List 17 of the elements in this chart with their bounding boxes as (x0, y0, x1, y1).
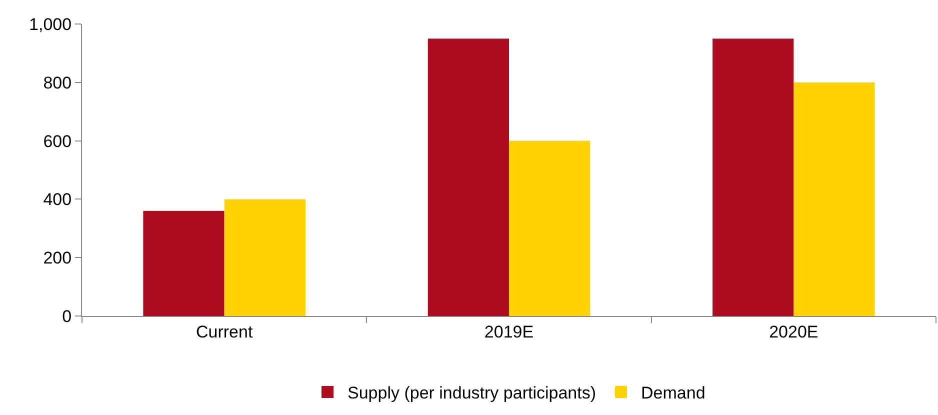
y-tick-label: 200 (43, 248, 72, 268)
bar (794, 82, 875, 316)
legend-label: Demand (641, 384, 706, 403)
bar (509, 140, 590, 316)
bar (224, 199, 306, 316)
x-tick-label: Current (196, 322, 253, 342)
bar (143, 210, 224, 316)
legend-label: Supply (per industry participants) (348, 384, 596, 403)
y-tick-label: 600 (43, 132, 72, 151)
y-tick-label: 800 (43, 73, 72, 92)
y-tick-label: 1,000 (29, 14, 72, 34)
x-tick-label: 2020E (769, 322, 818, 342)
x-tick-label: 2019E (484, 322, 534, 342)
bar (712, 38, 794, 316)
y-tick-label: 400 (43, 190, 72, 210)
y-tick-label: 0 (62, 306, 72, 326)
bar (428, 38, 509, 316)
